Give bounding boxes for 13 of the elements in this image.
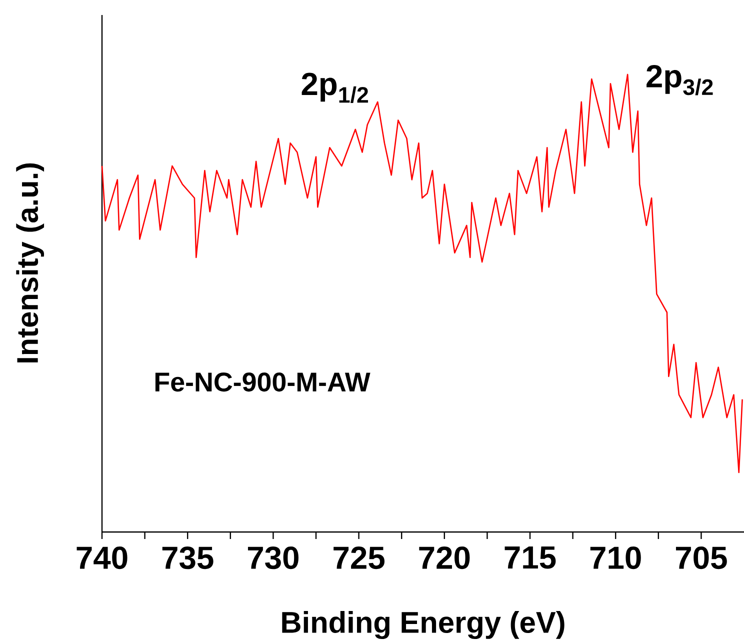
annotation: 2p$_{3/2}$ xyxy=(646,64,713,96)
x-tick-label: 710 xyxy=(590,546,641,570)
x-tick-label: 730 xyxy=(248,546,298,570)
x-tick-label: 715 xyxy=(504,546,556,569)
x-tick-label: 740 xyxy=(76,546,128,570)
x-tick-label: 720 xyxy=(419,546,470,570)
annotation: Fe-NC-900-M-AW xyxy=(155,372,370,392)
x-tick-label: 725 xyxy=(334,546,384,570)
x-tick-label: 735 xyxy=(162,546,214,570)
x-tick-label: 705 xyxy=(676,546,727,570)
y-axis-title: Intensity (a.u.) xyxy=(16,163,44,362)
x-axis-title: Binding Energy (eV) xyxy=(282,611,564,640)
annotation: 2p$_{1/2}$ xyxy=(302,72,368,104)
